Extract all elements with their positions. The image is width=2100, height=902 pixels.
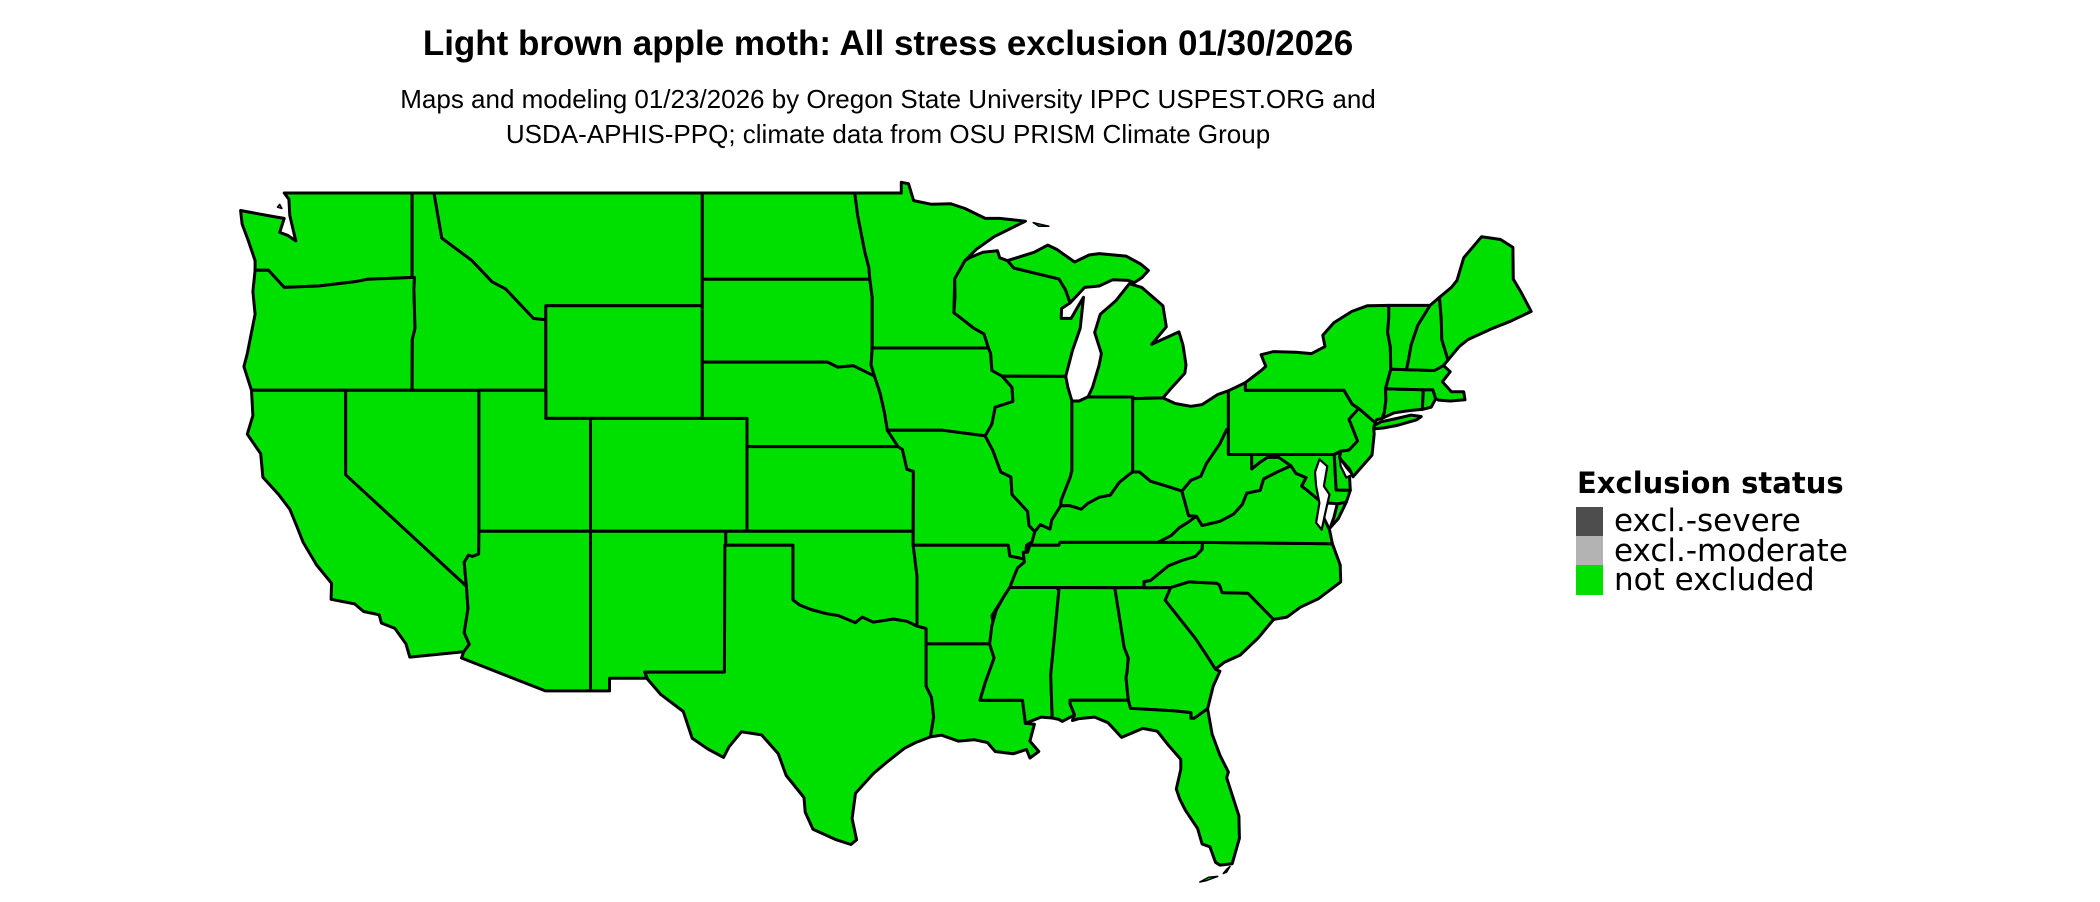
map-title: Light brown apple moth: All stress exclu… <box>422 24 1354 63</box>
state-wyoming <box>544 304 704 420</box>
subtitle-line-2: USDA-APHIS-PPQ; climate data from OSU PR… <box>505 119 1271 149</box>
state-florida <box>1068 698 1241 867</box>
state-texas <box>643 543 936 846</box>
legend-swatch-not-excluded <box>1576 565 1603 595</box>
legend-label-not-excluded: not excluded <box>1614 562 1815 598</box>
state-virginia-eastern-shore <box>1328 500 1348 530</box>
legend-title: Exclusion status <box>1577 466 1844 500</box>
state-connecticut <box>1380 387 1425 420</box>
island-isle-royale <box>1032 221 1050 227</box>
state-new-mexico <box>589 529 728 693</box>
legend-swatch-excl-severe <box>1576 507 1603 536</box>
us-states-map <box>239 180 1533 883</box>
state-north-carolina <box>1142 540 1343 621</box>
state-kansas <box>745 445 915 533</box>
map-subtitle: Maps and modeling 01/23/2026 by Oregon S… <box>0 82 1776 152</box>
state-maine <box>1438 235 1533 362</box>
state-massachusetts <box>1384 364 1467 403</box>
state-colorado <box>589 416 749 533</box>
legend-label-excl-moderate: excl.-moderate <box>1614 533 1848 569</box>
subtitle-line-1: Maps and modeling 01/23/2026 by Oregon S… <box>400 84 1376 114</box>
state-michigan-lower <box>1086 282 1188 401</box>
island-florida-keys-lower <box>1199 875 1219 883</box>
state-oregon <box>242 268 417 392</box>
state-north-dakota <box>700 191 872 281</box>
island-san-juan-islands <box>276 203 283 210</box>
water-chesapeake-bay <box>1313 458 1331 531</box>
legend-label-excl-severe: excl.-severe <box>1614 503 1801 539</box>
water-delaware-bay <box>1338 456 1354 479</box>
state-michigan-upper <box>1006 243 1150 305</box>
state-arizona <box>460 529 592 693</box>
legend-swatch-excl-moderate <box>1576 536 1603 565</box>
state-new-york-long-island <box>1372 413 1423 431</box>
state-pennsylvania <box>1226 381 1361 456</box>
island-florida-keys-upper <box>1222 865 1231 875</box>
